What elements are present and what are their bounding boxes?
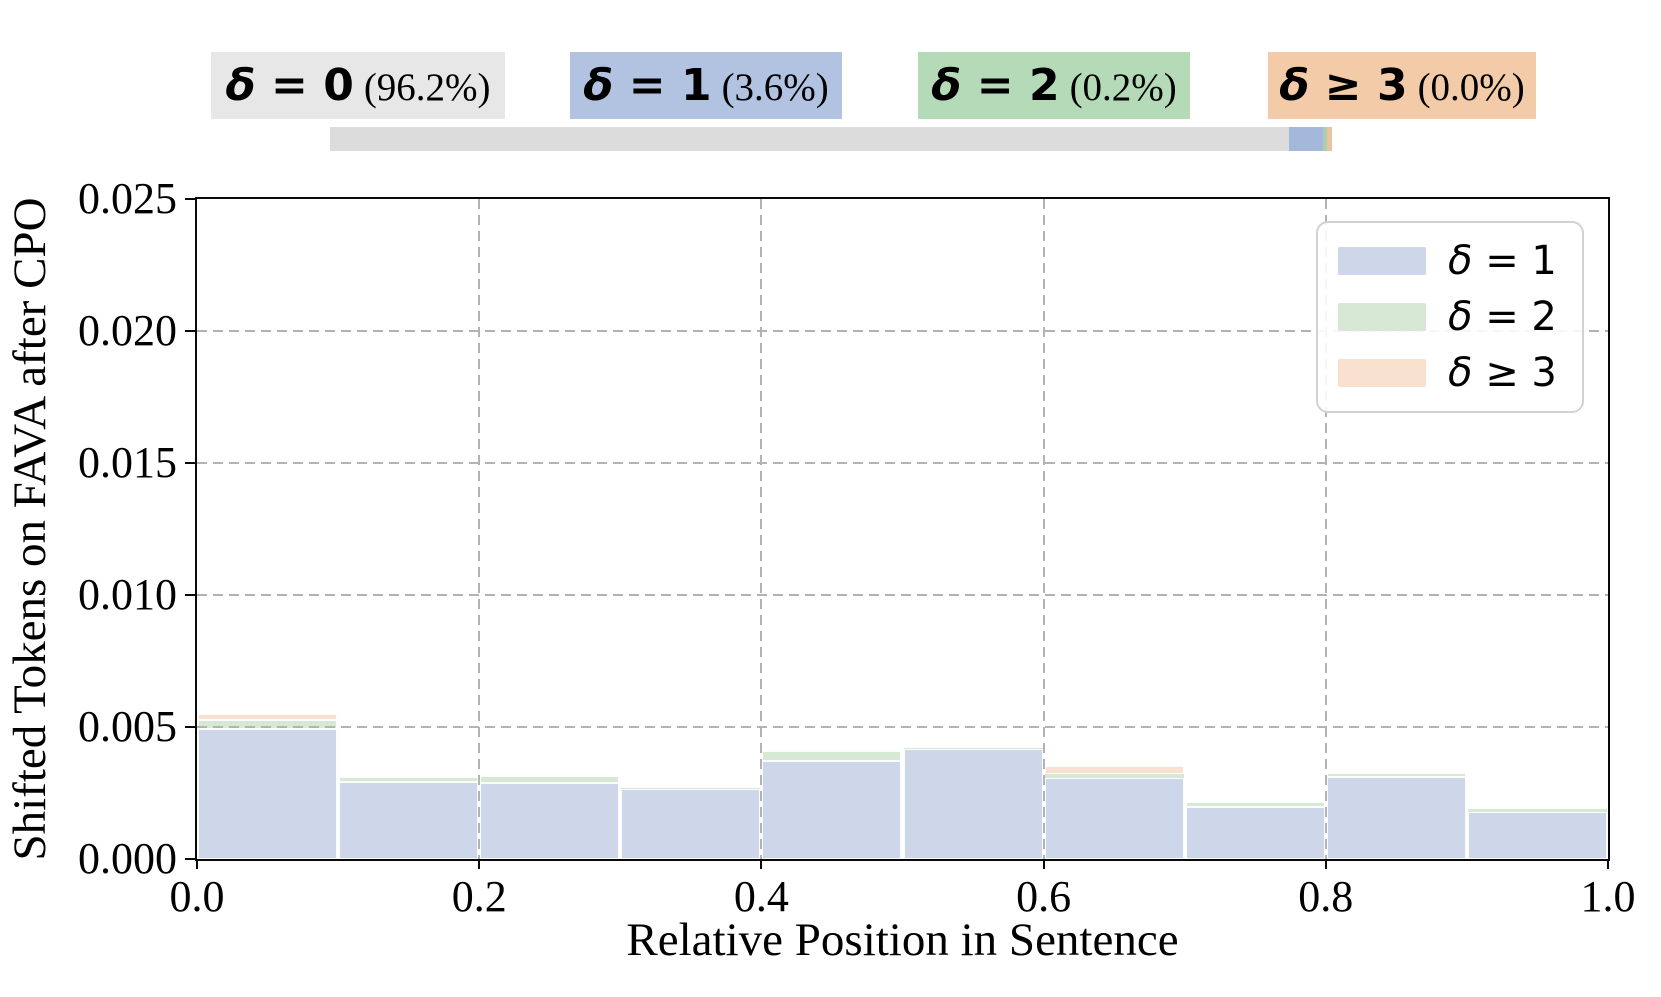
category-delta-label: δ = 0 bbox=[225, 60, 354, 111]
gridline-y-0.01 bbox=[197, 594, 1608, 596]
legend-entry-label: δ ≥ 3 bbox=[1448, 350, 1557, 396]
bar-bin4-series1 bbox=[762, 751, 902, 762]
bar-bin2-series1 bbox=[480, 775, 620, 783]
gridline-y-0.015 bbox=[197, 462, 1608, 464]
x-tick-label: 0.6 bbox=[1016, 872, 1072, 921]
category-percent-label: (96.2%) bbox=[363, 66, 491, 109]
bar-bin7-series1 bbox=[1185, 801, 1325, 807]
category-box-delta-2: δ = 2 (0.2%) bbox=[918, 52, 1190, 119]
bar-bin8-series0 bbox=[1326, 777, 1466, 859]
y-tick-mark bbox=[185, 198, 195, 200]
bar-bin6-series1 bbox=[1044, 774, 1184, 778]
x-axis-title: Relative Position in Sentence bbox=[626, 914, 1179, 966]
bar-bin4-series0 bbox=[762, 761, 902, 859]
gridline-x-0.6 bbox=[1042, 199, 1045, 859]
legend-entry-1: δ = 2 bbox=[1338, 295, 1562, 339]
legend-entry-label: δ = 2 bbox=[1448, 294, 1557, 340]
legend-entry-label: δ = 1 bbox=[1448, 238, 1557, 284]
delta-2-share bbox=[1322, 127, 1327, 151]
delta-0-share bbox=[330, 127, 1289, 151]
delta-share-bar bbox=[330, 127, 1332, 151]
x-tick-mark bbox=[760, 859, 763, 869]
x-tick-label: 0.8 bbox=[1298, 872, 1354, 921]
y-axis-title: Shifted Tokens on FAVA after CPO bbox=[4, 197, 56, 861]
x-tick-mark bbox=[1607, 859, 1609, 869]
bar-bin8-series1 bbox=[1326, 772, 1466, 778]
bar-bin1-series1 bbox=[339, 777, 479, 783]
x-tick-label: 0.0 bbox=[169, 872, 225, 921]
category-delta-label: δ = 2 bbox=[931, 60, 1060, 111]
x-tick-label: 1.0 bbox=[1580, 872, 1636, 921]
bar-bin1-series0 bbox=[339, 782, 479, 859]
category-delta-label: δ ≥ 3 bbox=[1279, 60, 1408, 111]
legend-entry-2: δ ≥ 3 bbox=[1338, 351, 1562, 395]
y-tick-label: 0.010 bbox=[78, 570, 177, 619]
category-percent-label: (0.0%) bbox=[1417, 66, 1525, 109]
x-tick-label: 0.4 bbox=[733, 872, 789, 921]
bar-bin6-series2 bbox=[1044, 766, 1184, 774]
legend-swatch-2 bbox=[1338, 359, 1426, 387]
gridline-x-0.2 bbox=[478, 199, 481, 859]
y-tick-label: 0.000 bbox=[78, 834, 177, 883]
category-percent-label: (3.6%) bbox=[721, 66, 829, 109]
y-tick-label: 0.025 bbox=[78, 174, 177, 223]
x-tick-mark bbox=[1324, 859, 1327, 869]
gridline-y-0.02 bbox=[197, 330, 1608, 332]
bar-bin5-series0 bbox=[903, 748, 1043, 859]
y-tick-mark bbox=[185, 726, 195, 728]
x-tick-mark bbox=[1042, 859, 1045, 869]
y-tick-label: 0.015 bbox=[78, 438, 177, 487]
legend: δ = 1 δ = 2 δ ≥ 3 bbox=[1316, 221, 1584, 413]
gridline-y-0.005 bbox=[197, 726, 1608, 728]
gridline-x-0.8 bbox=[1324, 199, 1327, 859]
gridline-x-0.4 bbox=[760, 199, 763, 859]
x-tick-mark bbox=[196, 859, 198, 869]
y-tick-label: 0.020 bbox=[78, 306, 177, 355]
y-tick-mark bbox=[185, 462, 195, 464]
legend-swatch-1 bbox=[1338, 303, 1426, 331]
y-tick-mark bbox=[185, 594, 195, 596]
bar-bin9-series1 bbox=[1467, 808, 1607, 813]
category-percent-label: (0.2%) bbox=[1069, 66, 1177, 109]
legend-swatch-0 bbox=[1338, 247, 1426, 275]
bar-bin6-series0 bbox=[1044, 777, 1184, 859]
category-box-delta-1: δ = 1 (3.6%) bbox=[570, 52, 842, 119]
category-box-delta-3: δ ≥ 3 (0.0%) bbox=[1268, 52, 1536, 119]
y-tick-mark bbox=[185, 330, 195, 332]
bar-bin7-series0 bbox=[1185, 807, 1325, 859]
bar-bin3-series0 bbox=[621, 789, 761, 859]
bar-bin9-series0 bbox=[1467, 812, 1607, 859]
bar-bin0-series0 bbox=[198, 729, 338, 859]
bar-bin0-series2 bbox=[198, 714, 338, 721]
category-box-delta-0: δ = 0 (96.2%) bbox=[211, 52, 505, 119]
x-tick-mark bbox=[478, 859, 481, 869]
delta-1-share bbox=[1288, 127, 1323, 151]
plot-area: 0.0 0.2 0.4 0.6 0.8 1.0 0.000 0.005 0.010 0.015 0.… bbox=[78, 177, 1636, 919]
delta-3-share bbox=[1326, 127, 1332, 151]
legend-entry-0: δ = 1 bbox=[1338, 239, 1562, 283]
y-tick-label: 0.005 bbox=[78, 702, 177, 751]
x-tick-label: 0.2 bbox=[451, 872, 507, 921]
y-tick-mark bbox=[185, 858, 195, 860]
bar-bin2-series0 bbox=[480, 782, 620, 859]
category-delta-label: δ = 1 bbox=[583, 60, 712, 111]
bar-bin5-series1 bbox=[903, 747, 1043, 749]
bar-bin0-series1 bbox=[198, 720, 338, 730]
bar-bin3-series1 bbox=[621, 787, 761, 790]
